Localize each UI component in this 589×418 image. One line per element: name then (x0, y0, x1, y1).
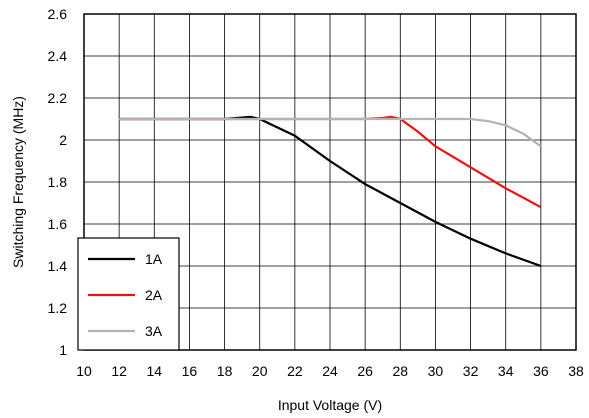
y-axis-label: Switching Frequency (MHz) (10, 96, 26, 268)
x-tick-label: 32 (463, 363, 479, 379)
y-tick-label: 2.6 (48, 6, 68, 22)
x-tick-label: 10 (76, 363, 92, 379)
x-tick-label: 34 (498, 363, 514, 379)
y-tick-label: 2.4 (48, 48, 68, 64)
x-tick-label: 18 (217, 363, 233, 379)
x-tick-label: 28 (392, 363, 408, 379)
x-tick-label: 24 (322, 363, 338, 379)
legend: 1A 2A 3A (77, 237, 180, 351)
y-tick-labels: 1 1.2 1.4 1.6 1.8 2 2.2 2.4 2.6 (48, 6, 68, 358)
legend-label: 2A (145, 287, 163, 303)
x-axis-label: Input Voltage (V) (278, 397, 382, 413)
series-line-3A (119, 117, 542, 148)
x-tick-label: 22 (287, 363, 303, 379)
x-tick-label: 16 (182, 363, 198, 379)
legend-label: 3A (145, 323, 163, 339)
y-tick-label: 2.2 (48, 90, 68, 106)
y-tick-label: 2 (59, 132, 67, 148)
x-tick-label: 12 (111, 363, 127, 379)
y-tick-label: 1 (59, 342, 67, 358)
x-tick-labels: 10 12 14 16 18 20 22 24 26 28 30 32 34 36 38 (76, 363, 584, 379)
plot-area (83, 13, 577, 351)
grid-lines (84, 14, 576, 350)
x-tick-label: 14 (146, 363, 162, 379)
y-tick-label: 1.4 (48, 258, 68, 274)
y-tick-label: 1.2 (48, 300, 68, 316)
legend-label: 1A (145, 251, 163, 267)
x-tick-label: 20 (252, 363, 268, 379)
y-tick-label: 1.6 (48, 216, 68, 232)
x-tick-label: 36 (533, 363, 549, 379)
x-tick-label: 26 (357, 363, 373, 379)
y-tick-label: 1.8 (48, 174, 68, 190)
x-tick-label: 38 (568, 363, 584, 379)
x-tick-label: 30 (428, 363, 444, 379)
series-layer (119, 115, 542, 268)
